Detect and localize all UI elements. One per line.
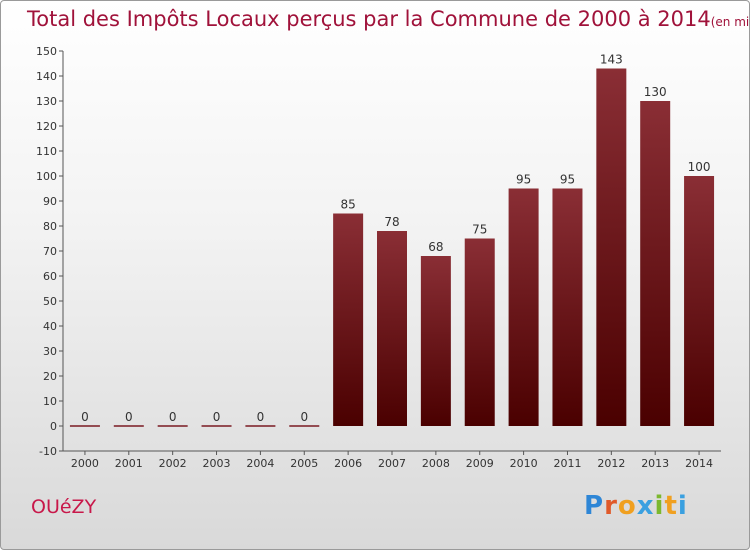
data-label: 95	[560, 173, 575, 187]
logo-letter: i	[677, 491, 688, 521]
axes: -10 0 10 20 30 40 50 60 70 80 90 100 110 120 130 140 150	[36, 45, 721, 458]
y-tick-label: 120	[36, 120, 57, 133]
y-tick-label: 50	[43, 295, 57, 308]
data-label: 130	[644, 85, 667, 99]
data-label: 0	[300, 410, 308, 424]
bar	[596, 68, 627, 426]
data-label: 100	[688, 160, 711, 174]
x-tick-label: 2009	[466, 457, 494, 470]
data-label: 0	[81, 410, 89, 424]
y-tick-label: -10	[39, 445, 57, 458]
chart-title-text: Total des Impôts Locaux perçus par la Co…	[27, 7, 711, 31]
x-tick-label: 2013	[641, 457, 669, 470]
chart-title-unit: (en milliers d'€)	[710, 15, 750, 29]
data-label: 68	[428, 240, 443, 254]
y-tick-label: 20	[43, 370, 57, 383]
proxiti-logo: Proxiti	[584, 490, 688, 522]
y-tick-label: 80	[43, 220, 57, 233]
bars	[69, 68, 715, 427]
data-label: 95	[516, 173, 531, 187]
x-tick-label: 2012	[597, 457, 625, 470]
x-tick-label: 2000	[71, 457, 99, 470]
data-label: 143	[600, 53, 623, 67]
data-label: 75	[472, 223, 487, 237]
data-label: 0	[213, 410, 221, 424]
logo-letter: t	[664, 491, 678, 521]
logo-letter: i	[654, 491, 665, 521]
labels: 0 2000 0 2001 0 2002 0 2003 0 2004 0 2005 85 2006 78 20…	[71, 53, 713, 471]
data-label: 85	[340, 198, 355, 212]
y-tick-label: 60	[43, 270, 57, 283]
logo-letter: P	[584, 491, 605, 521]
logo-letter: r	[604, 491, 618, 521]
y-tick-label: 70	[43, 245, 57, 258]
x-tick-label: 2007	[378, 457, 406, 470]
bar	[684, 176, 715, 426]
y-tick-label: 0	[50, 420, 57, 433]
x-tick-label: 2006	[334, 457, 362, 470]
chart-title: Total des Impôts Locaux perçus par la Co…	[27, 5, 750, 36]
data-label: 0	[125, 410, 133, 424]
x-tick-label: 2002	[159, 457, 187, 470]
bar	[420, 256, 451, 426]
y-tick-label: 10	[43, 395, 57, 408]
data-label: 0	[257, 410, 265, 424]
data-label: 78	[384, 215, 399, 229]
x-tick-label: 2003	[203, 457, 231, 470]
data-label: 0	[169, 410, 177, 424]
y-tick-label: 30	[43, 345, 57, 358]
bar	[333, 213, 364, 426]
x-tick-label: 2004	[246, 457, 274, 470]
x-tick-label: 2014	[685, 457, 713, 470]
logo-letter: x	[636, 491, 655, 521]
x-tick-label: 2008	[422, 457, 450, 470]
bar	[508, 188, 539, 426]
x-tick-label: 2005	[290, 457, 318, 470]
logo-letter: o	[617, 491, 637, 521]
y-tick-label: 130	[36, 95, 57, 108]
x-tick-label: 2010	[510, 457, 538, 470]
x-tick-label: 2011	[553, 457, 581, 470]
commune-name: OUéZY	[31, 496, 97, 518]
bar	[464, 238, 495, 426]
y-tick-label: 150	[36, 45, 57, 58]
y-tick-label: 90	[43, 195, 57, 208]
y-tick-label: 40	[43, 320, 57, 333]
bar	[552, 188, 583, 426]
y-tick-label: 110	[36, 145, 57, 158]
bar	[640, 101, 671, 426]
bar	[377, 231, 407, 426]
y-tick-label: 100	[36, 170, 57, 183]
y-tick-label: 140	[36, 70, 57, 83]
x-tick-label: 2001	[115, 457, 143, 470]
